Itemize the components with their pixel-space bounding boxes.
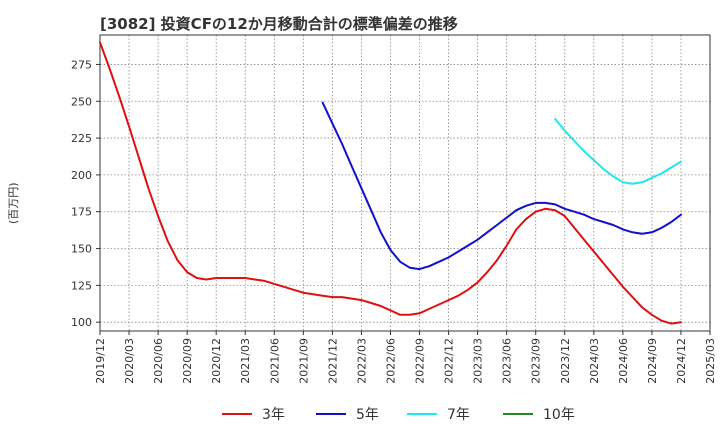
series-line-7年: [554, 117, 682, 185]
x-tick-label: 2023/12: [559, 338, 572, 384]
y-tick-label: 225: [71, 132, 92, 145]
x-tick-label: 2021/09: [297, 338, 310, 384]
x-tick-label: 2021/06: [268, 338, 281, 384]
y-tick-label: 275: [71, 58, 92, 71]
x-tick-label: 2023/09: [530, 338, 543, 384]
legend-label-7年: 7年: [447, 407, 470, 423]
legend-label-10年: 10年: [543, 407, 575, 423]
x-tick-label: 2020/12: [210, 338, 223, 384]
x-tick-label: 2024/12: [675, 338, 688, 384]
x-tick-label: 2023/06: [501, 338, 514, 384]
y-tick-label: 125: [71, 279, 92, 292]
x-tick-label: 2020/09: [181, 338, 194, 384]
legend: 3年 5年 7年 10年: [222, 407, 575, 423]
x-tick-label: 2024/09: [646, 338, 659, 384]
grid: [99, 35, 711, 331]
y-tick-label: 175: [71, 206, 92, 219]
y-tick-label: 100: [71, 316, 92, 329]
x-axis: 2019/12 2020/03 2020/06 2020/09 2020/12 2021/…: [94, 331, 717, 384]
x-tick-label: 2021/12: [326, 338, 339, 384]
x-tick-label: 2023/03: [472, 338, 485, 384]
y-tick-label: 150: [71, 243, 92, 256]
series-line-5年: [321, 101, 682, 271]
x-tick-label: 2022/03: [355, 338, 368, 384]
plot-area-frame: [99, 34, 711, 332]
chart-title: [3082] 投資CFの12か月移動合計の標準偏差の推移: [100, 15, 458, 33]
y-axis: 100 125 150 175 200 225 250 275: [71, 58, 100, 329]
x-tick-label: 2020/06: [152, 338, 165, 384]
legend-label-3年: 3年: [262, 407, 285, 423]
y-tick-label: 200: [71, 169, 92, 182]
x-tick-label: 2019/12: [94, 338, 107, 384]
x-tick-label: 2022/06: [384, 338, 397, 384]
x-tick-label: 2020/03: [123, 338, 136, 384]
x-tick-label: 2021/03: [239, 338, 252, 384]
series-layer: [99, 41, 682, 325]
x-tick-label: 2024/06: [617, 338, 630, 384]
y-tick-label: 250: [71, 95, 92, 108]
x-tick-label: 2024/03: [588, 338, 601, 384]
x-tick-label: 2022/09: [414, 338, 427, 384]
legend-label-5年: 5年: [356, 407, 379, 423]
x-tick-label: 2025/03: [704, 338, 717, 384]
x-tick-label: 2022/12: [443, 338, 456, 384]
series-line-3年: [99, 41, 682, 325]
